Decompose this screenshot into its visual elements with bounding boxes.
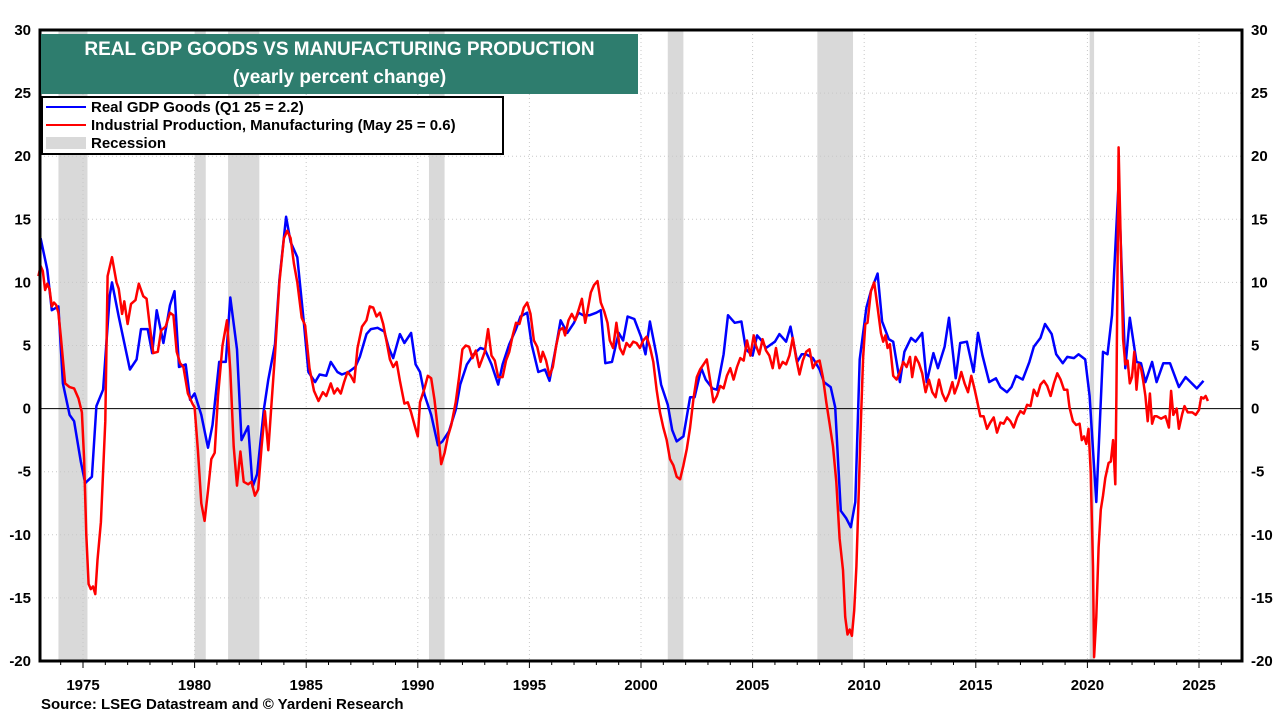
chart-title-box: REAL GDP GOODS VS MANUFACTURING PRODUCTI… — [41, 34, 638, 94]
x-tick-label: 1985 — [290, 677, 323, 694]
y-tick-label-right: 30 — [1251, 22, 1268, 39]
series-line-manufacturing-production — [37, 146, 1210, 659]
series-line-real-gdp-goods — [39, 181, 1205, 529]
x-tick-label: 2010 — [848, 677, 881, 694]
x-tick-label: 2015 — [959, 677, 992, 694]
legend-label-recession: Recession — [91, 134, 167, 152]
y-tick-label-left: -5 — [18, 464, 31, 481]
x-tick-label: 2025 — [1182, 677, 1215, 694]
y-tick-label-left: 5 — [23, 338, 31, 355]
plot-frame — [38, 28, 1244, 663]
x-tick-label: 2020 — [1071, 677, 1104, 694]
y-tick-label-right: 0 — [1251, 401, 1259, 418]
legend-item-ip: Industrial Production, Manufacturing (Ma… — [43, 116, 502, 134]
y-tick-label-right: -15 — [1251, 590, 1273, 607]
y-tick-label-left: -10 — [9, 527, 31, 544]
y-tick-label-right: 5 — [1251, 338, 1259, 355]
x-tick-label: 1975 — [66, 677, 99, 694]
y-tick-label-right: -10 — [1251, 527, 1273, 544]
legend-swatch-blue — [46, 106, 86, 108]
x-tick-label: 1995 — [513, 677, 546, 694]
chart-subtitle: (yearly percent change) — [232, 67, 447, 88]
x-tick-label: 2005 — [736, 677, 769, 694]
source-note: Source: LSEG Datastream and © Yardeni Re… — [41, 696, 404, 713]
y-tick-label-left: 30 — [14, 22, 31, 39]
y-tick-label-left: 15 — [14, 211, 31, 228]
y-tick-label-right: 25 — [1251, 85, 1268, 102]
y-tick-label-left: 20 — [14, 148, 31, 165]
legend-label-ip: Industrial Production, Manufacturing (Ma… — [91, 116, 456, 134]
recession-band — [1089, 30, 1095, 661]
legend-item-recession: Recession — [43, 134, 502, 152]
x-tick-label: 1980 — [178, 677, 211, 694]
y-tick-label-left: 0 — [23, 401, 31, 418]
y-tick-label-left: -20 — [9, 653, 31, 670]
y-tick-label-right: 15 — [1251, 211, 1268, 228]
chart-title: REAL GDP GOODS VS MANUFACTURING PRODUCTI… — [84, 39, 595, 60]
y-tick-label-right: -20 — [1251, 653, 1273, 670]
x-tick-label: 2000 — [624, 677, 657, 694]
legend-item-gdp: Real GDP Goods (Q1 25 = 2.2) — [43, 98, 502, 116]
y-tick-label-right: 20 — [1251, 148, 1268, 165]
y-tick-label-left: -15 — [9, 590, 31, 607]
x-tick-label: 1990 — [401, 677, 434, 694]
legend-label-gdp: Real GDP Goods (Q1 25 = 2.2) — [91, 98, 304, 116]
series-lines — [37, 146, 1210, 659]
legend-swatch-recession — [46, 137, 86, 149]
y-tick-label-right: 10 — [1251, 274, 1268, 291]
legend-swatch-red — [46, 124, 86, 126]
recession-band — [817, 30, 854, 661]
y-tick-label-left: 10 — [14, 274, 31, 291]
y-tick-label-left: 25 — [14, 85, 31, 102]
recession-band — [667, 30, 684, 661]
legend: Real GDP Goods (Q1 25 = 2.2) Industrial … — [41, 96, 504, 155]
y-tick-label-right: -5 — [1251, 464, 1264, 481]
